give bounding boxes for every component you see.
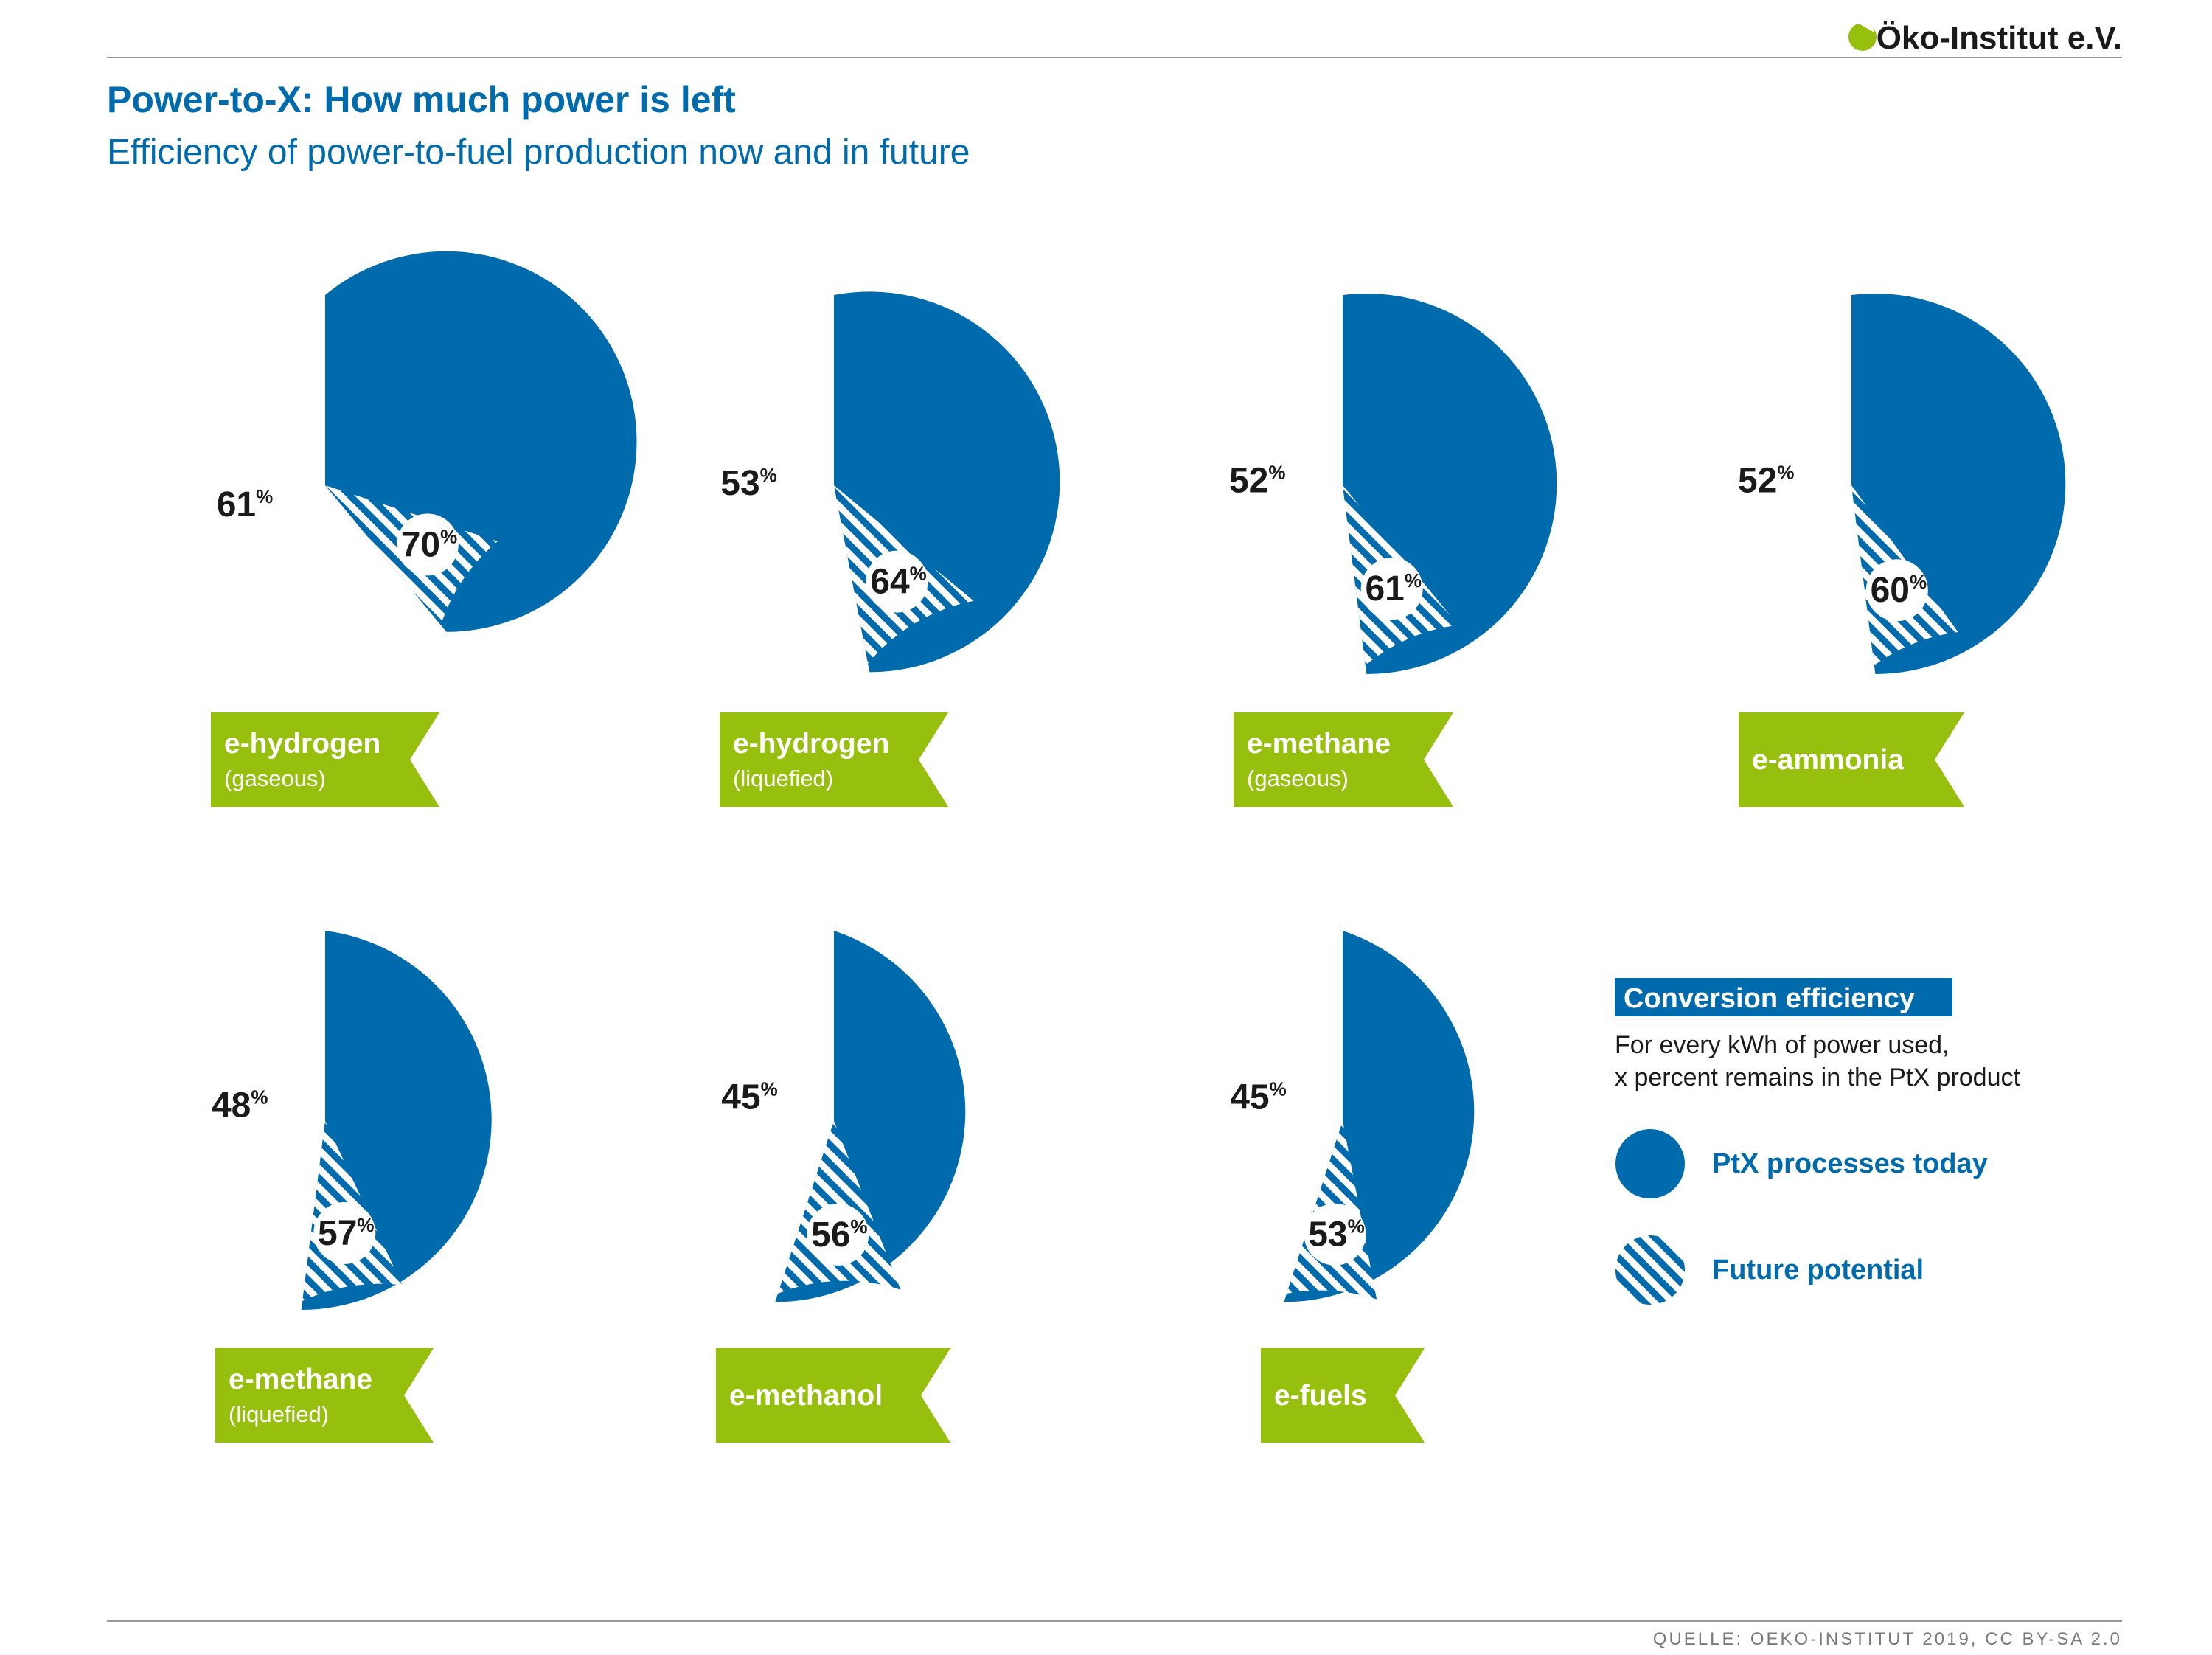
future-value-label: 64% bbox=[870, 563, 927, 602]
category-sublabel: (liquefied) bbox=[229, 1401, 329, 1427]
logo-leaf-icon bbox=[1848, 23, 1877, 51]
legend-description-line2: x percent remains in the PtX product bbox=[1615, 1064, 2020, 1092]
pie-chart-6: 45% 56% e-methanol bbox=[714, 931, 966, 1443]
future-value-label: 57% bbox=[318, 1214, 375, 1253]
today-value-bubble bbox=[1222, 446, 1290, 515]
category-label: e-hydrogen bbox=[733, 728, 889, 760]
today-value-label: 52% bbox=[1738, 461, 1795, 500]
category-sublabel: (liquefied) bbox=[733, 766, 833, 791]
future-value-label: 61% bbox=[1365, 569, 1422, 608]
category-label: e-methanol bbox=[729, 1380, 883, 1412]
today-value-label: 61% bbox=[217, 485, 274, 524]
pie-chart-1: 61% 70% e-hydrogen (gaseous) bbox=[209, 251, 637, 807]
legend-title: Conversion efficiency bbox=[1624, 983, 1915, 1014]
category-tab bbox=[211, 712, 439, 807]
category-tab bbox=[716, 1348, 950, 1443]
category-tab bbox=[1234, 712, 1453, 807]
page-title: Power-to-X: How much power is left bbox=[107, 79, 736, 120]
legend-future-swatch bbox=[1615, 1235, 1685, 1305]
category-tab bbox=[1261, 1348, 1425, 1443]
future-value-bubble bbox=[807, 1203, 869, 1266]
future-value-bubble bbox=[866, 550, 928, 613]
category-tab bbox=[215, 1348, 434, 1443]
future-value-bubble bbox=[1360, 558, 1423, 620]
category-tab bbox=[720, 712, 948, 807]
category-sublabel: (gaseous) bbox=[1247, 766, 1349, 791]
pie-charts: 61% 70% e-hydrogen (gaseous) 53% 64% e-hydroge… bbox=[204, 251, 2066, 1443]
page-subtitle: Efficiency of power-to-fuel production n… bbox=[107, 133, 970, 172]
future-value-bubble bbox=[396, 513, 459, 576]
today-value-bubble bbox=[209, 471, 277, 538]
category-sublabel: (gaseous) bbox=[224, 766, 326, 791]
category-label: e-methane bbox=[229, 1364, 372, 1395]
pie-slice-today bbox=[325, 251, 637, 632]
pie-chart-2: 53% 64% e-hydrogen (liquefied) bbox=[713, 291, 1060, 807]
legend-description-line1: For every kWh of power used, bbox=[1615, 1031, 1950, 1059]
today-value-label: 52% bbox=[1229, 461, 1286, 500]
today-value-bubble bbox=[714, 1063, 782, 1131]
pie-chart-3: 52% 61% e-methane (gaseous) bbox=[1222, 293, 1557, 807]
legend-future-label: Future potential bbox=[1712, 1255, 1924, 1286]
future-value-label: 53% bbox=[1308, 1215, 1365, 1255]
legend: Conversion efficiency For every kWh of p… bbox=[1615, 978, 2020, 1305]
pie-chart-5: 48% 57% e-methane (liquefied) bbox=[204, 931, 492, 1443]
future-value-bubble bbox=[1304, 1203, 1366, 1266]
pie-chart-7: 45% 53% e-fuels bbox=[1222, 931, 1475, 1443]
category-label: e-hydrogen bbox=[224, 728, 380, 760]
today-value-bubble bbox=[1222, 1063, 1291, 1131]
category-tab bbox=[1739, 712, 1964, 807]
today-value-bubble bbox=[713, 449, 782, 518]
legend-title-box bbox=[1615, 978, 1952, 1016]
future-value-label: 56% bbox=[811, 1215, 868, 1255]
source-note: QUELLE: OEKO-INSTITUT 2019, CC BY-SA 2.0 bbox=[1653, 1629, 2122, 1649]
logo-text: Öko-Institut e.V. bbox=[1877, 20, 2122, 56]
today-value-bubble bbox=[204, 1071, 273, 1139]
category-label: e-methane bbox=[1247, 728, 1391, 760]
future-value-bubble bbox=[313, 1201, 376, 1264]
today-value-label: 45% bbox=[1230, 1078, 1287, 1117]
legend-today-label: PtX processes today bbox=[1712, 1148, 1988, 1179]
future-value-label: 60% bbox=[1871, 571, 1927, 610]
future-value-bubble bbox=[1865, 559, 1928, 622]
legend-today-swatch bbox=[1615, 1129, 1685, 1198]
future-value-label: 70% bbox=[401, 525, 458, 564]
today-value-label: 45% bbox=[721, 1078, 778, 1117]
pie-chart-4: 52% 60% e-ammonia bbox=[1731, 293, 2066, 807]
category-label: e-ammonia bbox=[1752, 744, 1904, 776]
today-value-bubble bbox=[1731, 446, 1799, 515]
category-label: e-fuels bbox=[1274, 1380, 1367, 1412]
today-value-label: 53% bbox=[720, 464, 777, 503]
logo-leaf-cut-icon bbox=[1859, 15, 1874, 32]
logo: Öko-Institut e.V. bbox=[1848, 15, 2122, 56]
today-value-label: 48% bbox=[212, 1086, 268, 1125]
